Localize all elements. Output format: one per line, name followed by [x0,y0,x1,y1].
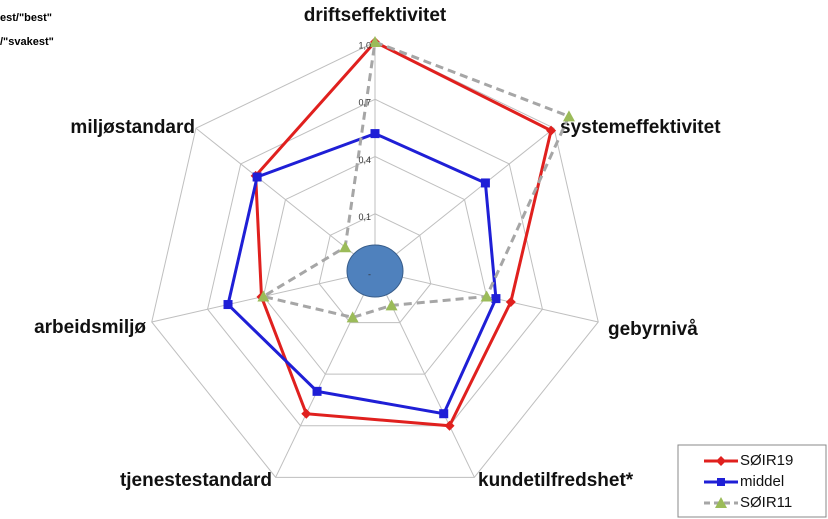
marker [301,408,312,419]
category-label: driftseffektivitet [304,5,447,26]
grid-ring [318,213,432,324]
marker [505,296,516,307]
r-tick-label: 0,7 [358,98,371,108]
legend-label: SØIR19 [740,452,793,469]
legend-label: SØIR11 [740,494,792,511]
grid-ring [207,98,543,427]
marker [223,300,233,310]
r-tick-label: 0,4 [358,155,371,165]
marker [439,409,449,419]
series-line [226,132,498,416]
legend-marker [717,478,725,486]
annotation: /"svakest" [0,36,54,48]
r-tick-label: 0,1 [358,212,371,222]
marker [257,290,270,302]
marker [370,129,380,139]
legend-box [677,444,827,518]
annotation: est/"best" [0,12,52,24]
series-line [254,40,553,428]
marker [480,290,493,302]
legend-marker [715,497,727,508]
category-label: systemeffektivitet [560,117,721,138]
grid-ring [262,155,488,375]
category-label: gebyrnivå [608,319,698,340]
marker [252,172,262,182]
r-tick-label: - [368,269,371,279]
center-disc [346,244,404,298]
marker [444,420,455,431]
marker [369,36,381,47]
marker [385,299,398,311]
category-label: tjenestestandard [120,470,272,491]
marker [562,110,575,122]
legend-label: middel [740,473,784,490]
spoke [374,127,555,272]
marker [346,311,359,323]
marker [480,178,490,188]
marker [491,294,501,304]
marker [546,125,557,136]
category-label: miljøstandard [70,117,195,138]
category-label: arbeidsmiljø [34,317,146,338]
series-line [259,40,571,319]
r-tick-label: 1,0 [358,40,371,50]
marker [339,241,352,253]
legend-marker [716,456,726,466]
spoke [275,270,376,478]
grid-ring [151,41,599,478]
category-label: kundetilfredshet* [478,470,634,491]
marker [312,386,322,396]
